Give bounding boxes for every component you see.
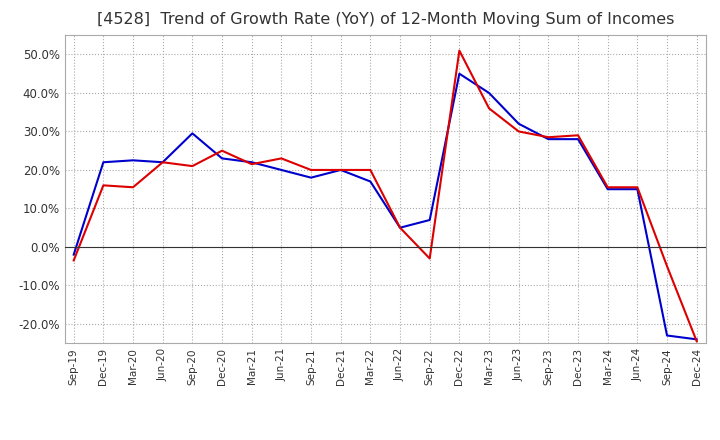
Ordinary Income Growth Rate [188,131,197,136]
Ordinary Income Growth Rate [662,333,671,338]
Ordinary Income Growth Rate [158,160,167,165]
Net Income Growth Rate [485,106,493,111]
Line: Net Income Growth Rate: Net Income Growth Rate [73,51,697,341]
Net Income Growth Rate [69,258,78,263]
Ordinary Income Growth Rate [99,160,108,165]
Ordinary Income Growth Rate [396,225,405,231]
Net Income Growth Rate [336,167,345,172]
Ordinary Income Growth Rate [693,337,701,342]
Net Income Growth Rate [662,264,671,269]
Net Income Growth Rate [99,183,108,188]
Net Income Growth Rate [603,185,612,190]
Net Income Growth Rate [248,161,256,167]
Ordinary Income Growth Rate [455,71,464,76]
Ordinary Income Growth Rate [307,175,315,180]
Line: Ordinary Income Growth Rate: Ordinary Income Growth Rate [73,73,697,339]
Ordinary Income Growth Rate [217,156,226,161]
Net Income Growth Rate [514,129,523,134]
Title: [4528]  Trend of Growth Rate (YoY) of 12-Month Moving Sum of Incomes: [4528] Trend of Growth Rate (YoY) of 12-… [96,12,674,27]
Ordinary Income Growth Rate [277,167,286,172]
Net Income Growth Rate [426,256,434,261]
Ordinary Income Growth Rate [426,217,434,223]
Ordinary Income Growth Rate [603,187,612,192]
Ordinary Income Growth Rate [544,136,553,142]
Net Income Growth Rate [307,167,315,172]
Ordinary Income Growth Rate [574,136,582,142]
Net Income Growth Rate [455,48,464,53]
Ordinary Income Growth Rate [336,167,345,172]
Ordinary Income Growth Rate [633,187,642,192]
Net Income Growth Rate [158,160,167,165]
Net Income Growth Rate [574,132,582,138]
Net Income Growth Rate [633,185,642,190]
Ordinary Income Growth Rate [129,158,138,163]
Net Income Growth Rate [544,135,553,140]
Net Income Growth Rate [396,225,405,231]
Ordinary Income Growth Rate [485,90,493,95]
Net Income Growth Rate [693,339,701,344]
Ordinary Income Growth Rate [514,121,523,126]
Net Income Growth Rate [188,163,197,169]
Net Income Growth Rate [129,185,138,190]
Ordinary Income Growth Rate [248,160,256,165]
Net Income Growth Rate [217,148,226,153]
Ordinary Income Growth Rate [69,252,78,257]
Net Income Growth Rate [277,156,286,161]
Ordinary Income Growth Rate [366,179,374,184]
Net Income Growth Rate [366,167,374,172]
